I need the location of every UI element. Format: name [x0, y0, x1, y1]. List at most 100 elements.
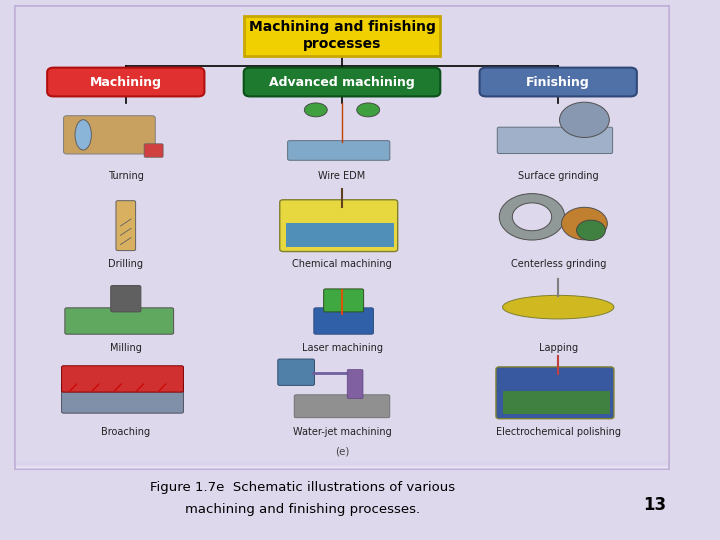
- FancyBboxPatch shape: [287, 140, 390, 160]
- Text: Machining: Machining: [90, 76, 162, 89]
- Bar: [14, 461, 670, 465]
- FancyBboxPatch shape: [116, 201, 135, 251]
- Bar: [14, 462, 670, 467]
- Bar: [14, 462, 670, 467]
- Text: Finishing: Finishing: [526, 76, 590, 89]
- Bar: [14, 465, 670, 469]
- Bar: [14, 463, 670, 468]
- Bar: [14, 461, 670, 465]
- Bar: [14, 464, 670, 469]
- Bar: [14, 463, 670, 468]
- Bar: [14, 464, 670, 469]
- FancyBboxPatch shape: [243, 68, 441, 97]
- Bar: [14, 464, 670, 469]
- Bar: [14, 463, 670, 468]
- Bar: [14, 461, 670, 465]
- Bar: [14, 465, 670, 469]
- Bar: [14, 464, 670, 469]
- FancyBboxPatch shape: [65, 308, 174, 334]
- Bar: [14, 461, 670, 466]
- Bar: [14, 461, 670, 466]
- Bar: [14, 462, 670, 467]
- Bar: [14, 462, 670, 467]
- Bar: [14, 462, 670, 467]
- Bar: [14, 462, 670, 467]
- Bar: [14, 463, 670, 468]
- Bar: [14, 464, 670, 469]
- Bar: [14, 463, 670, 468]
- Text: Broaching: Broaching: [102, 427, 150, 437]
- Bar: [14, 463, 670, 468]
- Bar: [14, 463, 670, 468]
- Bar: [14, 464, 670, 469]
- Bar: [14, 461, 670, 465]
- Circle shape: [577, 220, 606, 240]
- Bar: [14, 465, 670, 470]
- Bar: [14, 464, 670, 468]
- Text: Figure 1.7e  Schematic illustrations of various: Figure 1.7e Schematic illustrations of v…: [150, 481, 455, 494]
- Bar: [14, 462, 670, 466]
- Bar: [14, 462, 670, 467]
- Bar: [14, 461, 670, 465]
- Bar: [14, 463, 670, 468]
- Bar: [14, 462, 670, 466]
- Text: Drilling: Drilling: [108, 259, 143, 269]
- Text: Machining and finishing
processes: Machining and finishing processes: [248, 21, 436, 51]
- FancyBboxPatch shape: [496, 367, 614, 418]
- Bar: [14, 463, 670, 468]
- Bar: [14, 462, 670, 467]
- Bar: [14, 465, 670, 469]
- Bar: [14, 463, 670, 467]
- Text: Milling: Milling: [110, 343, 142, 353]
- Bar: [14, 462, 670, 466]
- Bar: [14, 463, 670, 468]
- Bar: [14, 464, 670, 469]
- Bar: [14, 462, 670, 467]
- Text: Turning: Turning: [108, 171, 144, 181]
- Bar: [14, 465, 670, 470]
- Bar: [14, 463, 670, 468]
- Bar: [14, 463, 670, 468]
- Bar: [14, 461, 670, 466]
- Bar: [14, 463, 670, 467]
- Bar: [14, 465, 670, 470]
- FancyBboxPatch shape: [62, 366, 184, 392]
- Bar: [14, 464, 670, 468]
- Bar: [287, 224, 394, 247]
- Text: Chemical machining: Chemical machining: [292, 259, 392, 269]
- Bar: [14, 462, 670, 467]
- Text: Surface grinding: Surface grinding: [518, 171, 598, 181]
- Bar: [14, 463, 670, 468]
- Bar: [14, 462, 670, 467]
- Bar: [14, 462, 670, 467]
- Bar: [14, 461, 670, 466]
- Bar: [14, 465, 670, 469]
- FancyBboxPatch shape: [48, 68, 204, 97]
- FancyBboxPatch shape: [324, 289, 364, 312]
- FancyBboxPatch shape: [63, 116, 156, 154]
- Text: Lapping: Lapping: [539, 343, 577, 353]
- FancyBboxPatch shape: [294, 395, 390, 418]
- Bar: [14, 462, 670, 467]
- Text: 13: 13: [644, 496, 667, 514]
- Ellipse shape: [503, 295, 614, 319]
- Bar: [14, 462, 670, 467]
- Bar: [14, 462, 670, 467]
- Text: Centerless grinding: Centerless grinding: [510, 259, 606, 269]
- Bar: [14, 461, 670, 465]
- Bar: [14, 461, 670, 465]
- Bar: [14, 464, 670, 468]
- Bar: [14, 464, 670, 468]
- Bar: [14, 462, 670, 467]
- Circle shape: [562, 207, 608, 240]
- Bar: [14, 464, 670, 469]
- Ellipse shape: [305, 103, 328, 117]
- Ellipse shape: [75, 120, 91, 150]
- Bar: [14, 461, 670, 466]
- FancyBboxPatch shape: [498, 127, 613, 153]
- Bar: [14, 462, 670, 466]
- FancyBboxPatch shape: [280, 200, 397, 252]
- Bar: [14, 464, 670, 469]
- Text: Advanced machining: Advanced machining: [269, 76, 415, 89]
- Bar: [14, 464, 670, 469]
